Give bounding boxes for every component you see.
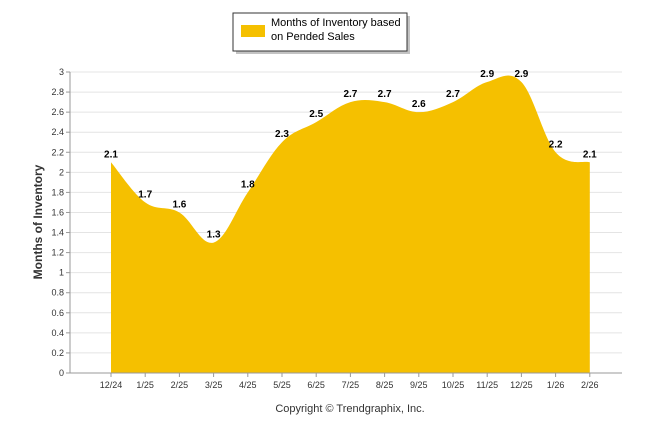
y-tick-label: 1 [59,268,64,278]
data-label: 2.7 [343,89,357,100]
y-tick-label: 2.2 [51,147,64,157]
y-tick-label: 0.4 [51,328,64,338]
x-tick-label: 2/25 [171,380,189,390]
data-label: 2.9 [514,69,528,80]
x-tick-label: 12/24 [100,380,123,390]
legend-label-line-2: on Pended Sales [271,31,355,43]
x-tick-label: 2/26 [581,380,599,390]
x-tick-label: 3/25 [205,380,223,390]
y-tick-label: 1.6 [51,207,64,217]
x-tick-label: 4/25 [239,380,257,390]
data-label: 2.5 [309,109,323,120]
data-label: 2.3 [275,129,289,140]
y-tick-label: 1.4 [51,228,64,238]
x-tick-label: 1/25 [136,380,154,390]
y-axis-title: Months of Inventory [31,164,45,279]
x-tick-label: 6/25 [307,380,325,390]
x-tick-label: 1/26 [547,380,565,390]
y-tick-label: 1.2 [51,248,64,258]
y-tick-label: 0.6 [51,308,64,318]
y-tick-label: 0 [59,368,64,378]
data-labels: 2.1 1.7 1.6 1.3 1.8 2.3 2.5 2.7 2.7 2.6 2.7 2.9 2.9 2… [104,69,597,241]
x-tick-label: 12/25 [510,380,533,390]
x-tick-label: 8/25 [376,380,394,390]
y-tick-label: 2.6 [51,107,64,117]
data-label: 2.7 [446,89,460,100]
axes [69,72,622,374]
x-tick-label: 11/25 [476,380,498,390]
data-label: 2.1 [583,149,597,160]
x-tick-label: 10/25 [442,380,465,390]
x-axis-ticks: 12/24 1/25 2/25 3/25 4/25 5/25 6/25 7/25 8/25 9/2… [100,373,599,390]
y-tick-label: 3 [59,67,64,77]
legend-swatch [241,25,265,37]
y-tick-label: 2.8 [51,87,64,97]
data-label: 1.7 [138,189,152,200]
x-tick-label: 9/25 [410,380,428,390]
x-tick-label: 7/25 [342,380,360,390]
data-label: 1.3 [207,230,221,241]
data-label: 2.2 [549,139,563,150]
y-tick-label: 0.2 [51,348,64,358]
data-label: 2.7 [378,89,392,100]
copyright-text: Copyright © Trendgraphix, Inc. [275,403,424,415]
data-label: 2.1 [104,149,118,160]
y-tick-label: 1.8 [51,187,64,197]
legend: Months of Inventory based on Pended Sale… [232,12,410,54]
series-area [111,75,590,373]
legend-label-line-1: Months of Inventory based [271,17,401,29]
series-area-fill [111,75,590,373]
data-label: 1.8 [241,179,255,190]
y-tick-label: 2.4 [51,127,64,137]
y-axis-ticks: 0 0.2 0.4 0.6 0.8 1 1.2 1.4 1.6 1.8 2 2.2 2.4 2.6 2.8 3 [51,67,70,378]
data-label: 2.9 [480,69,494,80]
data-label: 2.6 [412,99,426,110]
x-tick-label: 5/25 [273,380,291,390]
y-tick-label: 2 [59,167,64,177]
y-tick-label: 0.8 [51,288,64,298]
data-label: 1.6 [172,199,186,210]
